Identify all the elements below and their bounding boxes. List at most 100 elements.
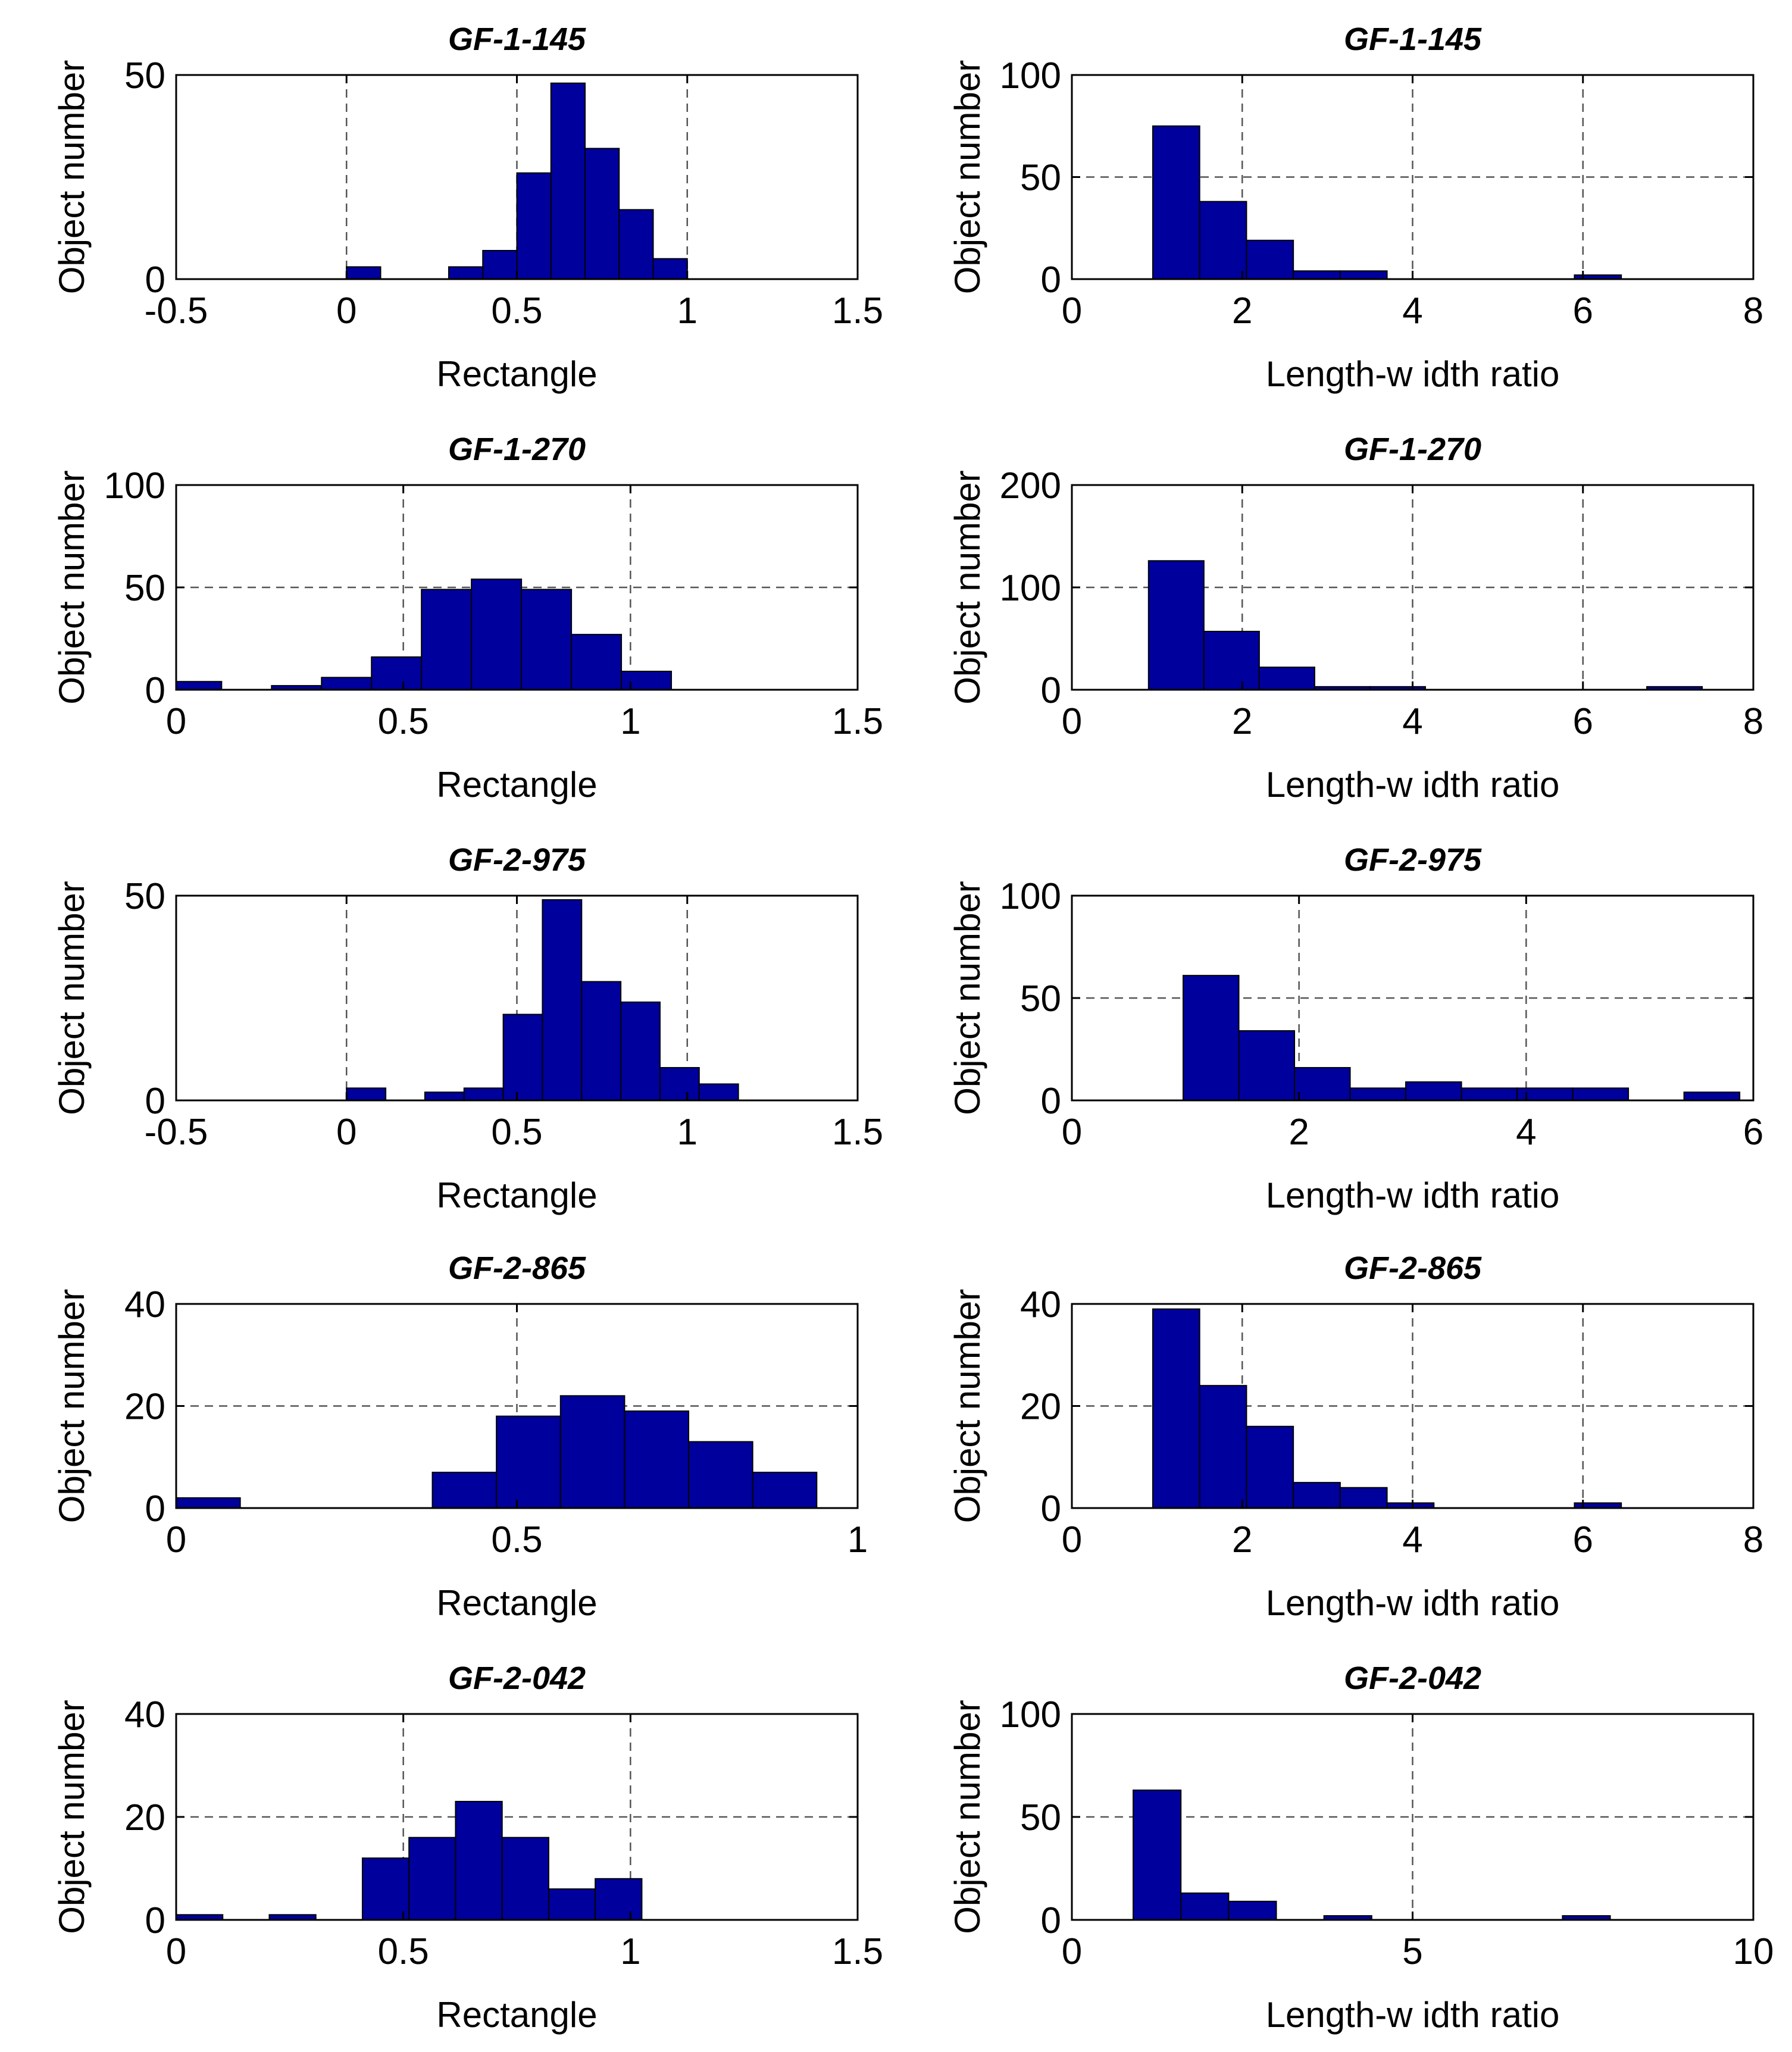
chart-9-xtick-label-3: 1.5: [832, 1931, 883, 1972]
chart-5-xlabel: Rectangle: [436, 1175, 597, 1215]
chart-5-bar-8: [620, 1001, 661, 1101]
chart-6-bar-8: [1572, 1087, 1630, 1101]
chart-10-ylabel: Object number: [947, 1700, 987, 1934]
chart-7-bar-8: [624, 1410, 690, 1509]
chart-5-bar-6: [542, 899, 583, 1101]
chart-8-bar-2: [1199, 1385, 1247, 1509]
chart-1-title: GF-1-145: [448, 21, 586, 57]
chart-4-ytick-label-2: 200: [1000, 465, 1061, 506]
chart-10-ytick-label-1: 50: [1020, 1797, 1061, 1838]
chart-1-bar-1: [346, 266, 381, 280]
chart-6-ytick-label-1: 50: [1020, 978, 1061, 1019]
chart-1-ytick-label-1: 50: [124, 55, 165, 96]
chart-2-panel: 0 2 4 6 8 0 50 100 GF-1-145 Length-w idth ratio Ob…: [947, 21, 1763, 394]
chart-2-title: GF-1-145: [1344, 21, 1482, 57]
chart-9-xtick-label-0: 0: [166, 1931, 186, 1972]
chart-3-bar-10: [621, 671, 673, 691]
chart-7-bar-7: [559, 1395, 626, 1509]
chart-1-bar-7: [550, 82, 586, 280]
chart-6-bar-10: [1683, 1091, 1741, 1101]
chart-9-title: GF-2-042: [448, 1660, 586, 1696]
chart-2-bar-5: [1339, 270, 1388, 280]
chart-10-ytick-label-2: 100: [1000, 1694, 1061, 1735]
chart-3-ytick-label-1: 50: [124, 568, 165, 609]
chart-3-bar-4: [321, 677, 373, 690]
chart-10-ytick-label-0: 0: [1041, 1900, 1061, 1941]
chart-3-ylabel: Object number: [52, 470, 92, 705]
chart-4-xtick-label-3: 6: [1573, 701, 1593, 742]
chart-3-bar-7: [471, 578, 523, 690]
chart-5-bar-1: [346, 1087, 387, 1101]
chart-7-xlabel: Rectangle: [436, 1583, 597, 1623]
chart-3-bar-5: [371, 656, 423, 690]
chart-8-ytick-label-0: 0: [1041, 1488, 1061, 1529]
chart-6-ylabel: Object number: [947, 881, 987, 1115]
chart-8-ylabel: Object number: [947, 1289, 987, 1524]
chart-6-bar-2: [1238, 1030, 1296, 1102]
chart-10-xlabel: Length-w idth ratio: [1266, 1995, 1560, 2035]
chart-9-bar-7: [455, 1801, 503, 1921]
chart-6-ytick-label-0: 0: [1041, 1081, 1061, 1122]
chart-9-panel: 0 0.5 1 1.5 0 20 40 GF-2-042 Rectangle Object num…: [52, 1660, 883, 2035]
chart-9-bar-10: [595, 1878, 643, 1921]
chart-8-xtick-label-3: 6: [1573, 1519, 1593, 1560]
chart-3-panel: 0 0.5 1 1.5 0 50 100 GF-1-270 Rectangle Object nu…: [52, 431, 883, 805]
chart-6-title: GF-2-975: [1344, 842, 1482, 878]
chart-8-xtick-label-0: 0: [1062, 1519, 1082, 1560]
chart-9-bar-5: [361, 1857, 410, 1920]
chart-7-ytick-label-2: 40: [124, 1284, 165, 1325]
chart-4-xtick-label-4: 8: [1743, 701, 1763, 742]
chart-9-bar-8: [501, 1837, 549, 1921]
chart-10-bar-3: [1228, 1900, 1277, 1921]
chart-6-xlabel: Length-w idth ratio: [1266, 1175, 1560, 1215]
chart-8-bar-5: [1339, 1487, 1388, 1509]
chart-1-bar-10: [652, 258, 688, 280]
chart-1-bar-8: [584, 148, 620, 280]
chart-1-ytick-label-0: 0: [145, 259, 165, 301]
chart-3-xlabel: Rectangle: [436, 765, 597, 805]
chart-5-bar-9: [659, 1066, 700, 1101]
chart-8-title: GF-2-865: [1344, 1250, 1482, 1286]
chart-3-bar-8: [521, 589, 573, 690]
chart-9-ytick-label-0: 0: [145, 1900, 165, 1941]
chart-3-xtick-label-0: 0: [166, 701, 186, 742]
chart-7-xtick-label-1: 0.5: [491, 1519, 542, 1560]
chart-3-xtick-label-1: 0.5: [378, 701, 429, 742]
chart-8-bar-4: [1293, 1482, 1341, 1509]
chart-7-ylabel: Object number: [52, 1289, 92, 1524]
chart-5-bar-7: [581, 981, 622, 1101]
chart-2-xtick-label-4: 8: [1743, 290, 1763, 331]
chart-2-bar-1: [1152, 125, 1200, 280]
chart-3-ytick-label-2: 100: [104, 465, 165, 506]
chart-5-ylabel: Object number: [52, 881, 92, 1115]
chart-1-ylabel: Object number: [52, 60, 92, 295]
chart-5-title: GF-2-975: [448, 842, 586, 878]
chart-1-xtick-label-4: 1.5: [832, 290, 883, 331]
chart-8-ytick-label-1: 20: [1020, 1387, 1061, 1428]
chart-1-bar-9: [618, 209, 654, 280]
chart-9-bar-9: [548, 1888, 596, 1921]
chart-6-bar-4: [1349, 1087, 1407, 1101]
chart-1-xtick-label-0: -0.5: [145, 290, 208, 331]
chart-6-xtick-label-1: 2: [1289, 1112, 1309, 1153]
chart-7-xtick-label-0: 0: [166, 1519, 186, 1560]
chart-7-xtick-label-2: 1: [847, 1519, 868, 1560]
chart-1-xtick-label-1: 0: [336, 290, 356, 331]
chart-2-ylabel: Object number: [947, 60, 987, 295]
chart-8-xtick-label-4: 8: [1743, 1519, 1763, 1560]
chart-7-bar-10: [752, 1471, 818, 1509]
chart-4-xlabel: Length-w idth ratio: [1266, 765, 1560, 805]
chart-7-bar-5: [431, 1471, 498, 1509]
chart-7-title: GF-2-865: [448, 1250, 586, 1286]
chart-10-xtick-label-2: 10: [1733, 1931, 1774, 1972]
chart-5-ytick-label-1: 50: [124, 876, 165, 917]
chart-2-ytick-label-1: 50: [1020, 158, 1061, 199]
chart-3-bar-9: [571, 634, 623, 690]
chart-10-bar-1: [1133, 1790, 1182, 1921]
chart-2-bar-2: [1199, 201, 1247, 280]
chart-3-bar-6: [421, 589, 473, 690]
